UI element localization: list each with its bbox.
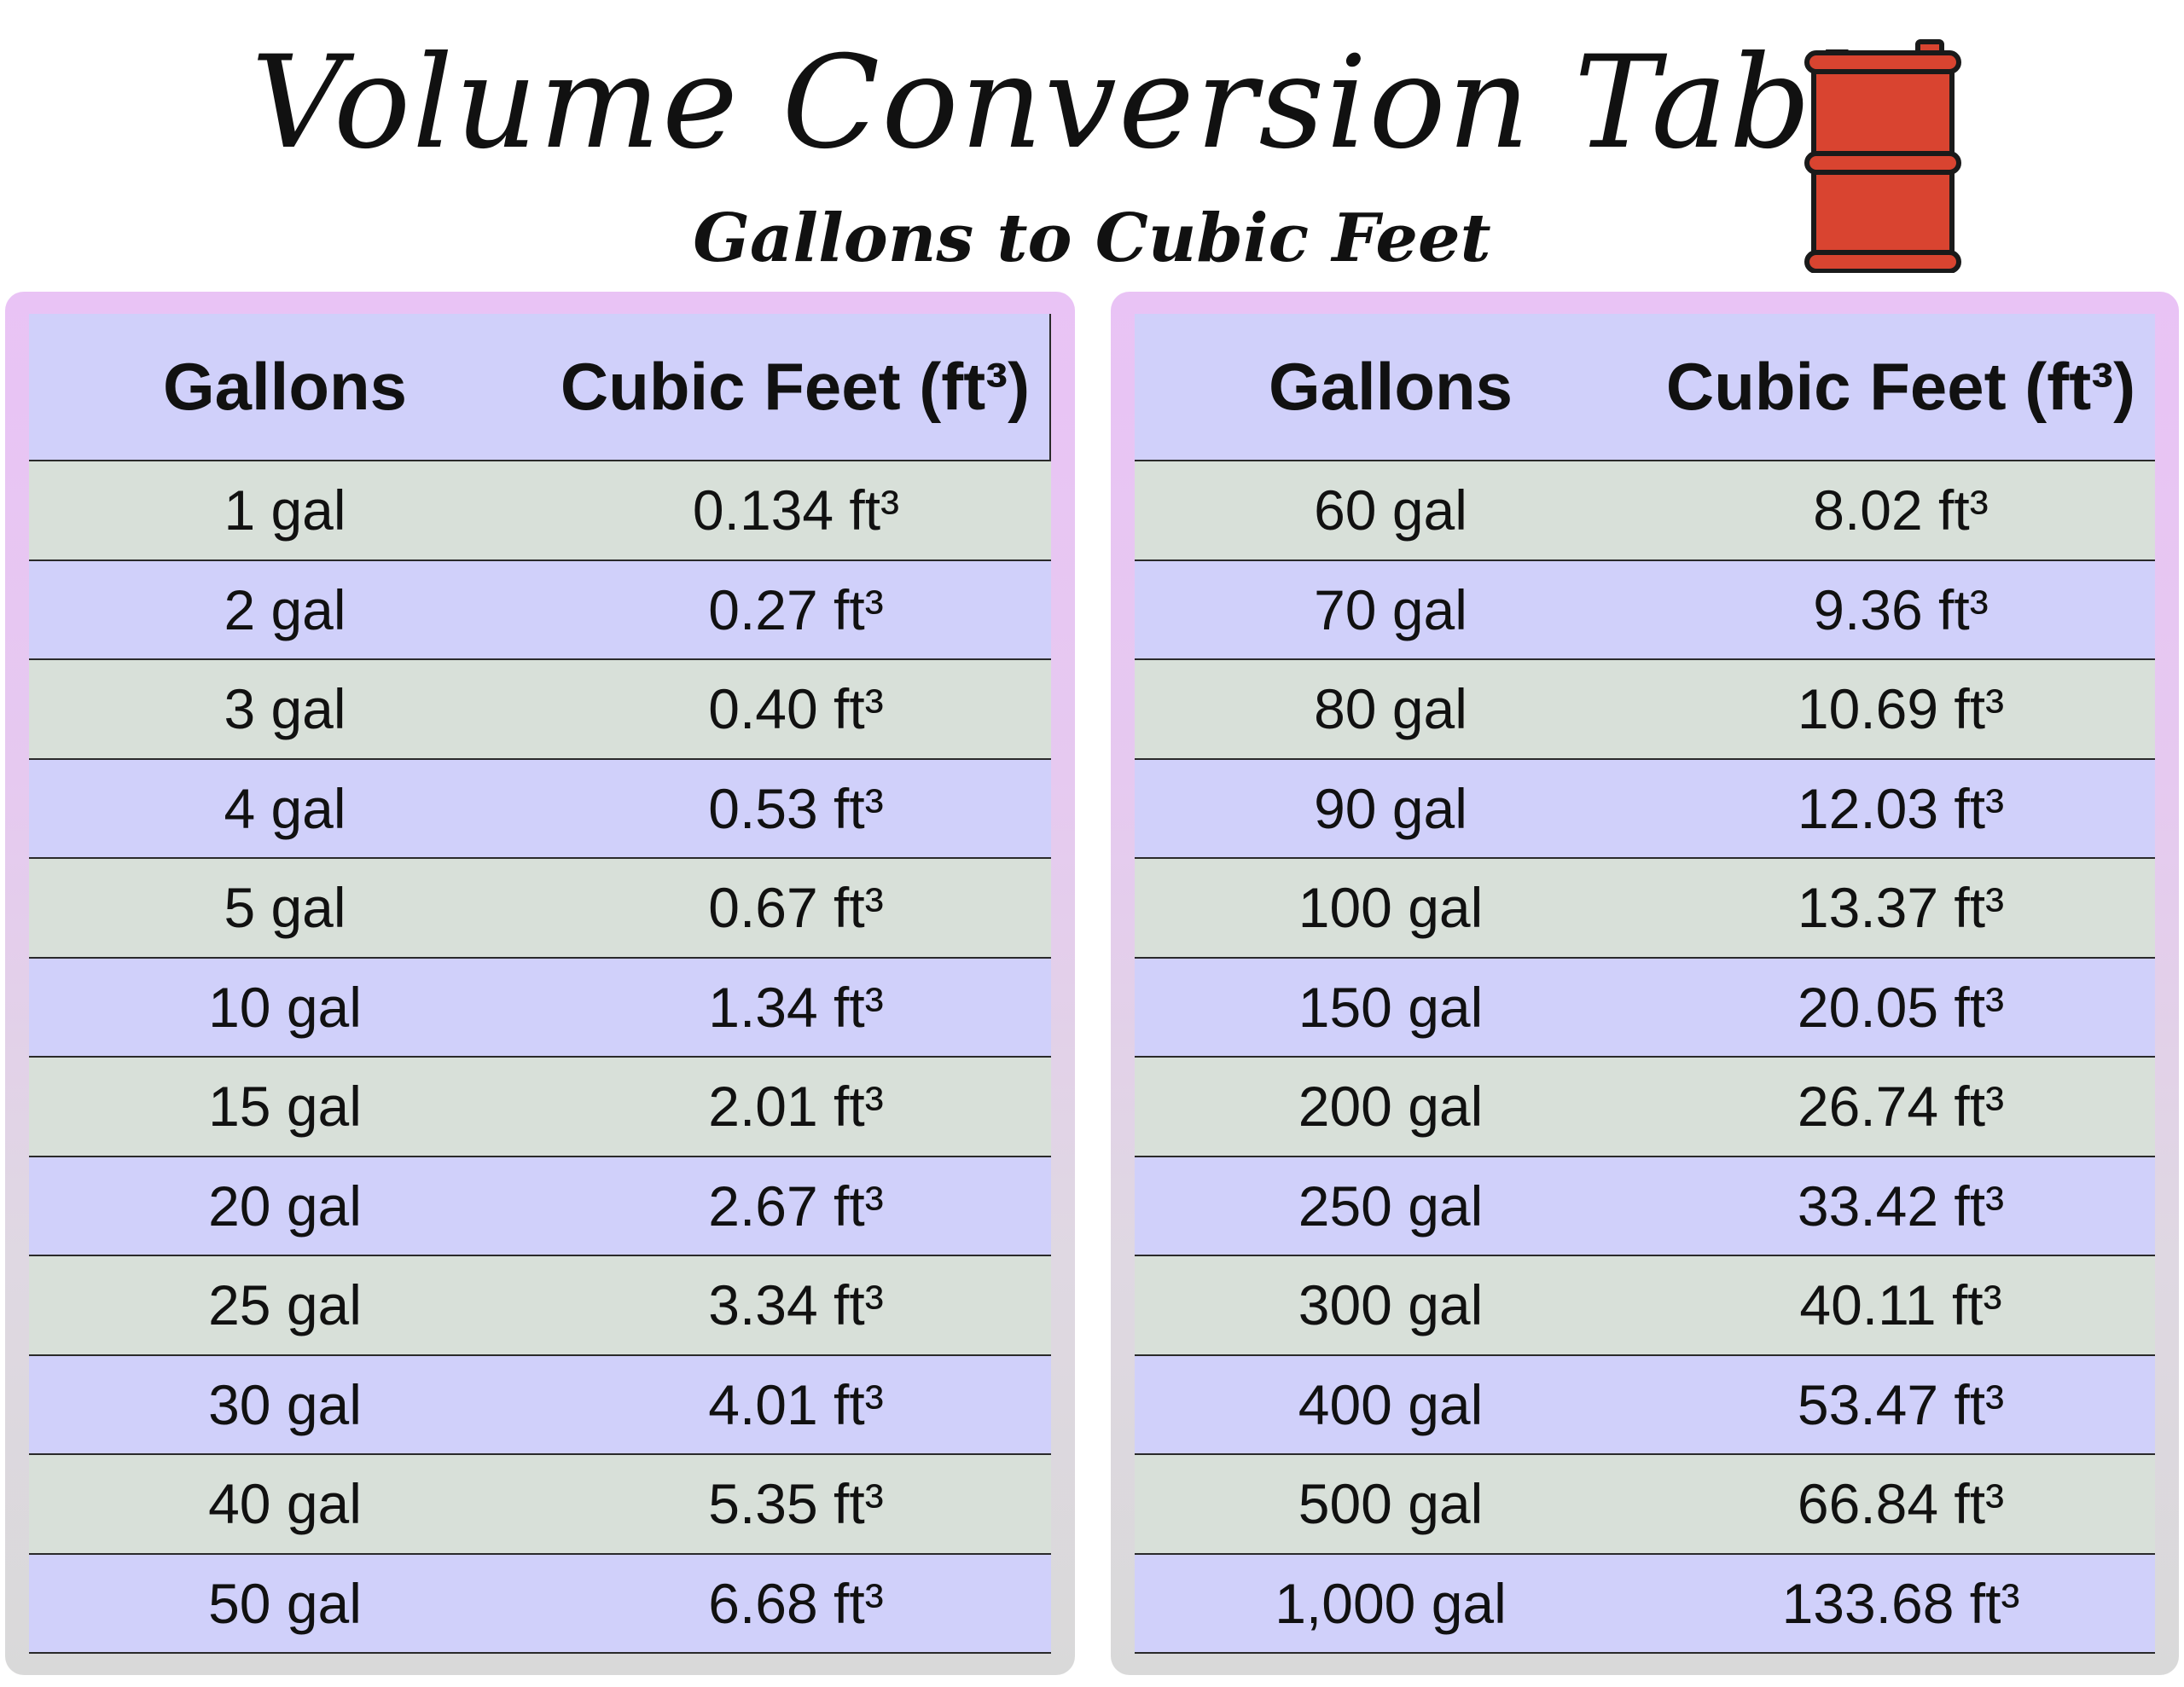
cubic-feet-cell: 9.36 ft³: [1813, 577, 1989, 641]
table-row: 50 gal 6.68 ft³: [29, 1554, 1051, 1654]
column-header-cubic-feet: Cubic Feet (ft³): [560, 349, 1031, 424]
cubic-feet-cell: 13.37 ft³: [1797, 876, 2005, 940]
cubic-feet-cell: 40.11 ft³: [1799, 1273, 2002, 1337]
table-row: 15 gal 2.01 ft³: [29, 1058, 1051, 1157]
table-row: 1,000 gal 133.68 ft³: [1135, 1554, 2155, 1654]
table-row: 300 gal 40.11 ft³: [1135, 1256, 2155, 1356]
cubic-feet-cell: 4.01 ft³: [708, 1372, 884, 1436]
gallons-cell: 400 gal: [1298, 1372, 1484, 1436]
conversion-table-right: Gallons Cubic Feet (ft³) 60 gal 8.02 ft³ 7…: [1135, 314, 2155, 1654]
table-row: 150 gal 20.05 ft³: [1135, 958, 2155, 1058]
table-row: 1 gal 0.134 ft³: [29, 461, 1051, 561]
gallons-cell: 250 gal: [1298, 1174, 1484, 1238]
gallons-cell: 80 gal: [1314, 677, 1467, 741]
table-row: 60 gal 8.02 ft³: [1135, 461, 2155, 561]
cubic-feet-cell: 53.47 ft³: [1797, 1372, 2005, 1436]
table-row: 80 gal 10.69 ft³: [1135, 660, 2155, 760]
cubic-feet-cell: 133.68 ft³: [1781, 1571, 2020, 1635]
table-row: 25 gal 3.34 ft³: [29, 1256, 1051, 1356]
gallons-cell: 60 gal: [1314, 478, 1467, 542]
table-row: 10 gal 1.34 ft³: [29, 958, 1051, 1058]
oil-barrel-icon: [1804, 39, 1961, 273]
table-row: 90 gal 12.03 ft³: [1135, 759, 2155, 859]
cubic-feet-cell: 12.03 ft³: [1797, 776, 2005, 840]
cubic-feet-cell: 0.53 ft³: [708, 776, 884, 840]
cubic-feet-cell: 6.68 ft³: [708, 1571, 884, 1635]
cubic-feet-cell: 2.01 ft³: [708, 1075, 884, 1139]
cubic-feet-cell: 5.35 ft³: [708, 1472, 884, 1536]
cubic-feet-cell: 20.05 ft³: [1797, 975, 2005, 1039]
table-header-row: Gallons Cubic Feet (ft³): [29, 314, 1051, 461]
table-row: 250 gal 33.42 ft³: [1135, 1157, 2155, 1256]
table-row: 40 gal 5.35 ft³: [29, 1455, 1051, 1555]
gallons-cell: 25 gal: [208, 1273, 362, 1337]
gallons-cell: 70 gal: [1314, 577, 1467, 641]
table-row: 70 gal 9.36 ft³: [1135, 560, 2155, 660]
table-row: 200 gal 26.74 ft³: [1135, 1058, 2155, 1157]
table-row: 20 gal 2.67 ft³: [29, 1157, 1051, 1256]
table-row: 400 gal 53.47 ft³: [1135, 1355, 2155, 1455]
table-row: 4 gal 0.53 ft³: [29, 759, 1051, 859]
cubic-feet-cell: 2.67 ft³: [708, 1174, 884, 1238]
table-row: 3 gal 0.40 ft³: [29, 660, 1051, 760]
table-row: 2 gal 0.27 ft³: [29, 560, 1051, 660]
column-header-gallons: Gallons: [162, 349, 408, 424]
conversion-table-left: Gallons Cubic Feet (ft³) 1 gal 0.134 ft³ 2…: [29, 314, 1051, 1654]
cubic-feet-cell: 1.34 ft³: [708, 975, 884, 1039]
gallons-cell: 40 gal: [208, 1472, 362, 1536]
column-header-cubic-feet: Cubic Feet (ft³): [1665, 349, 2136, 424]
cubic-feet-cell: 0.27 ft³: [708, 577, 884, 641]
gallons-cell: 150 gal: [1298, 975, 1484, 1039]
cubic-feet-cell: 8.02 ft³: [1813, 478, 1989, 542]
gallons-cell: 50 gal: [208, 1571, 362, 1635]
gallons-cell: 1 gal: [224, 478, 346, 542]
cubic-feet-cell: 33.42 ft³: [1797, 1174, 2005, 1238]
column-header-gallons: Gallons: [1268, 349, 1513, 424]
cubic-feet-cell: 10.69 ft³: [1797, 677, 2005, 741]
gallons-cell: 4 gal: [224, 776, 346, 840]
gallons-cell: 100 gal: [1298, 876, 1484, 940]
gallons-cell: 10 gal: [208, 975, 362, 1039]
gallons-cell: 200 gal: [1298, 1075, 1484, 1139]
table-row: 5 gal 0.67 ft³: [29, 859, 1051, 959]
cubic-feet-cell: 0.67 ft³: [708, 876, 884, 940]
gallons-cell: 5 gal: [224, 876, 346, 940]
gallons-cell: 20 gal: [208, 1174, 362, 1238]
cubic-feet-cell: 66.84 ft³: [1797, 1472, 2005, 1536]
table-body: 60 gal 8.02 ft³ 70 gal 9.36 ft³ 80 gal 10.69 …: [1135, 461, 2155, 1654]
gallons-cell: 500 gal: [1298, 1472, 1484, 1536]
page-title: Volume Conversion Table: [0, 31, 2184, 176]
gallons-cell: 30 gal: [208, 1372, 362, 1436]
gallons-cell: 2 gal: [224, 577, 346, 641]
cubic-feet-cell: 26.74 ft³: [1797, 1075, 2005, 1139]
table-row: 30 gal 4.01 ft³: [29, 1355, 1051, 1455]
table-body: 1 gal 0.134 ft³ 2 gal 0.27 ft³ 3 gal 0.40 ft³…: [29, 461, 1051, 1654]
cubic-feet-cell: 0.134 ft³: [692, 478, 900, 542]
page-subtitle: Gallons to Cubic Feet: [693, 200, 1491, 277]
gallons-cell: 15 gal: [208, 1075, 362, 1139]
cubic-feet-cell: 3.34 ft³: [708, 1273, 884, 1337]
table-row: 500 gal 66.84 ft³: [1135, 1455, 2155, 1555]
gallons-cell: 90 gal: [1314, 776, 1467, 840]
table-header-row: Gallons Cubic Feet (ft³): [1135, 314, 2155, 461]
gallons-cell: 3 gal: [224, 677, 346, 741]
cubic-feet-cell: 0.40 ft³: [708, 677, 884, 741]
page-title-text: Volume Conversion Table: [251, 29, 1933, 177]
gallons-cell: 300 gal: [1298, 1273, 1484, 1337]
table-row: 100 gal 13.37 ft³: [1135, 859, 2155, 959]
gallons-cell: 1,000 gal: [1275, 1571, 1507, 1635]
